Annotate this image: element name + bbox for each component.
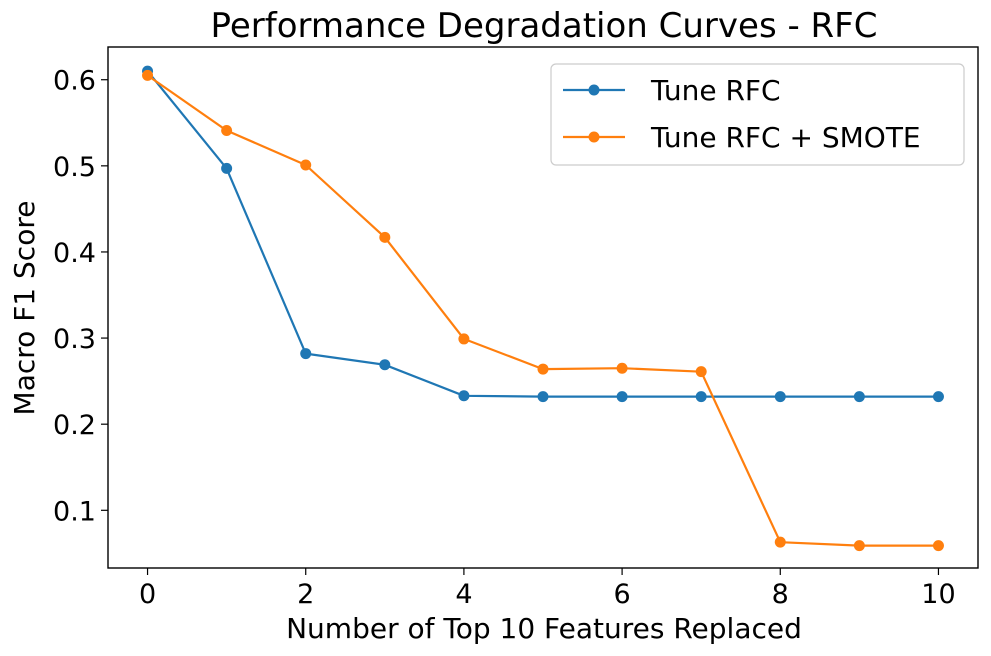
series-2-point — [774, 536, 786, 548]
series-1-point — [537, 391, 549, 403]
legend-box — [550, 63, 965, 166]
series-1-point — [774, 391, 786, 403]
y-axis-ticks: 0.1 0.2 0.3 0.4 0.5 0.6 — [53, 66, 108, 527]
series-1-point — [458, 390, 470, 402]
x-tick-label: 6 — [613, 579, 630, 610]
x-tick-label: 8 — [772, 579, 789, 610]
series-2-point — [537, 363, 549, 375]
plot-frame — [107, 46, 979, 569]
x-tick-label: 0 — [139, 579, 156, 610]
series-1-point — [379, 359, 391, 371]
series-2-point — [221, 125, 233, 137]
x-axis-ticks: 0 2 4 6 8 10 — [139, 568, 956, 610]
y-tick-label: 0.5 — [53, 152, 96, 183]
series-2-point — [300, 159, 312, 171]
series-1-point — [616, 391, 628, 403]
x-tick-label: 10 — [921, 579, 955, 610]
series-2-point — [695, 366, 707, 378]
series-1-point — [695, 391, 707, 403]
series-2-point — [853, 540, 865, 552]
y-tick-label: 0.6 — [53, 66, 96, 97]
y-tick-label: 0.4 — [53, 238, 96, 269]
series-1-point — [932, 391, 944, 403]
chart-title: Performance Degradation Curves - RFC — [211, 6, 878, 46]
legend-marker-1 — [588, 84, 600, 96]
legend-label-2: Tune RFC + SMOTE — [650, 121, 921, 154]
legend-marker-2 — [588, 131, 600, 143]
series-2-point — [616, 362, 628, 374]
series-2-point — [142, 69, 154, 81]
y-tick-label: 0.3 — [53, 324, 96, 355]
x-axis-label: Number of Top 10 Features Replaced — [286, 612, 802, 645]
x-tick-label: 2 — [297, 579, 314, 610]
y-axis-label: Macro F1 Score — [8, 201, 41, 416]
series-1-point — [300, 348, 312, 360]
series-2-point — [458, 333, 470, 345]
series-2-point — [379, 231, 391, 243]
y-tick-label: 0.1 — [53, 496, 96, 527]
plot-area — [142, 65, 944, 552]
y-tick-label: 0.2 — [53, 410, 96, 441]
legend: Tune RFC Tune RFC + SMOTE — [550, 63, 965, 166]
series-1-point — [221, 162, 233, 174]
legend-label-1: Tune RFC — [650, 74, 781, 107]
series-1-point — [853, 391, 865, 403]
x-tick-label: 4 — [455, 579, 472, 610]
series-2-point — [932, 540, 944, 552]
